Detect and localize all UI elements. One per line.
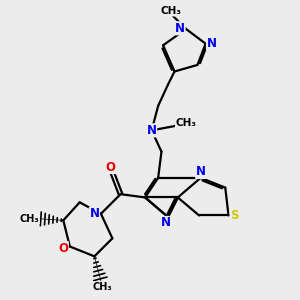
Text: CH₃: CH₃: [161, 6, 182, 16]
Text: N: N: [89, 207, 99, 220]
Text: N: N: [161, 217, 171, 230]
Text: S: S: [230, 209, 239, 222]
Text: CH₃: CH₃: [20, 214, 39, 224]
Text: O: O: [58, 242, 68, 255]
Text: O: O: [106, 160, 116, 173]
Text: N: N: [175, 22, 185, 35]
Text: N: N: [196, 165, 206, 178]
Text: CH₃: CH₃: [93, 282, 112, 292]
Text: N: N: [206, 37, 217, 50]
Text: N: N: [147, 124, 157, 137]
Text: CH₃: CH₃: [176, 118, 197, 128]
